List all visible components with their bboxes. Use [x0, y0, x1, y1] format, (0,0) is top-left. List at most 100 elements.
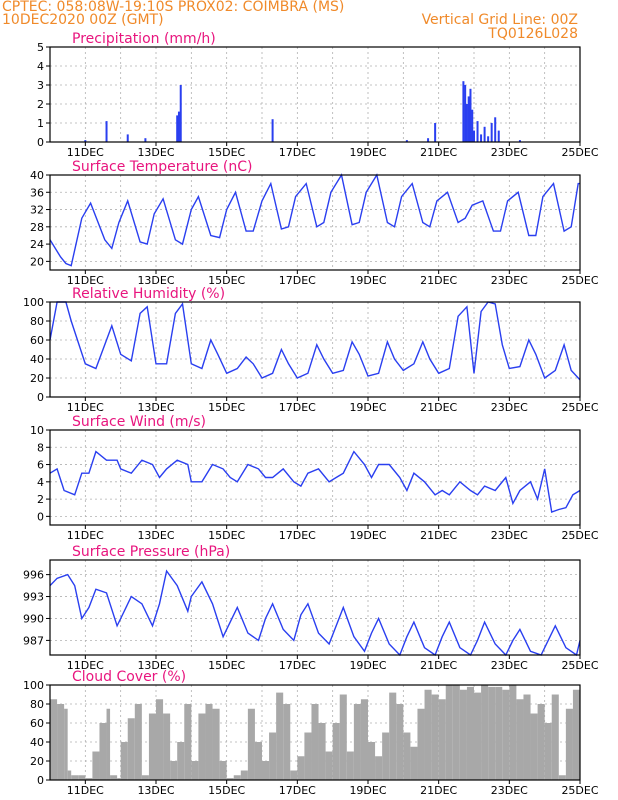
- y-tick-label: 987: [23, 634, 44, 647]
- precip-bar: [469, 88, 472, 142]
- cloud-bar: [262, 761, 270, 780]
- panel-frame: [49, 559, 581, 656]
- cloud-bar: [431, 694, 439, 780]
- cloud-bar: [339, 694, 347, 780]
- y-tick-label: 80: [30, 698, 44, 711]
- y-tick-label: 8: [37, 441, 44, 454]
- cloud-bar: [466, 686, 474, 780]
- precip-bar: [518, 140, 521, 142]
- y-tick-label: 2: [37, 98, 44, 111]
- cloud-bar: [184, 704, 192, 780]
- cloud-bar: [290, 770, 298, 780]
- x-tick-label: 21DEC: [420, 401, 457, 414]
- precip-bar: [490, 123, 493, 142]
- cloud-bar: [64, 708, 68, 780]
- cloud-bar: [141, 775, 149, 780]
- cloud-bar: [325, 751, 333, 780]
- cloud-bar: [572, 689, 580, 780]
- precip-bar: [480, 134, 483, 142]
- precip-bar: [176, 115, 179, 142]
- x-tick-label: 21DEC: [420, 659, 457, 672]
- x-tick-label: 13DEC: [137, 146, 174, 159]
- y-tick-label: 36: [30, 186, 44, 199]
- x-tick-label: 13DEC: [137, 401, 174, 414]
- cloud-bar: [163, 713, 171, 780]
- series-line: [49, 450, 581, 513]
- x-tick-label: 11DEC: [67, 659, 104, 672]
- x-tick-label: 23DEC: [491, 146, 528, 159]
- cloud-bar: [78, 775, 86, 780]
- precip-bar: [177, 111, 180, 142]
- y-tick-label: 60: [30, 717, 44, 730]
- x-tick-label: 23DEC: [491, 401, 528, 414]
- cloud-bar: [495, 686, 503, 780]
- y-tick-label: 80: [30, 315, 44, 328]
- cloud-bar: [346, 751, 354, 780]
- y-tick-label: 40: [30, 169, 44, 182]
- y-tick-label: 6: [37, 459, 44, 472]
- y-tick-label: 0: [37, 391, 44, 404]
- precip-bar: [473, 130, 475, 142]
- cloud-bar: [247, 708, 255, 780]
- y-tick-label: 10: [30, 424, 44, 437]
- cloud-bar: [417, 708, 425, 780]
- header-station: CPTEC: 058:08W-19:10S PROX02: COIMBRA (M…: [2, 0, 345, 15]
- cloud-bar: [509, 685, 517, 780]
- cloud-bar: [537, 704, 545, 780]
- y-tick-label: 4: [37, 60, 44, 73]
- precip-bar: [126, 134, 129, 142]
- series-line: [49, 173, 580, 267]
- cloud-bar: [452, 685, 460, 780]
- precip-bar: [494, 117, 497, 142]
- cloud-bar: [85, 778, 93, 780]
- cloud-bar: [481, 685, 489, 780]
- y-tick-label: 993: [23, 591, 44, 604]
- x-tick-label: 15DEC: [208, 401, 245, 414]
- precip-bar: [144, 138, 147, 142]
- precip-bar: [483, 126, 486, 142]
- precip-bar: [465, 104, 468, 142]
- x-tick-label: 15DEC: [208, 659, 245, 672]
- cloud-bar: [410, 746, 418, 780]
- panel-frame: [49, 301, 581, 398]
- panel-title: Relative Humidity (%): [72, 286, 225, 302]
- cloud-bar: [311, 704, 319, 780]
- x-tick-label: 19DEC: [349, 146, 386, 159]
- header-run-date: 10DEC2020 00Z (GMT): [2, 12, 164, 28]
- series-line: [49, 569, 581, 657]
- cloud-bar: [488, 686, 496, 780]
- precip-bar: [464, 85, 467, 142]
- x-tick-label: 11DEC: [67, 401, 104, 414]
- x-tick-label: 23DEC: [491, 529, 528, 542]
- panel-frame: [49, 174, 581, 271]
- precip-bar: [497, 130, 500, 142]
- cloud-bar: [424, 689, 432, 780]
- x-tick-label: 25DEC: [561, 274, 598, 287]
- cloud-bar: [254, 742, 262, 780]
- y-tick-label: 20: [30, 255, 44, 268]
- y-tick-label: 2: [37, 493, 44, 506]
- x-tick-label: 19DEC: [349, 529, 386, 542]
- x-tick-label: 15DEC: [208, 274, 245, 287]
- x-tick-label: 21DEC: [420, 529, 457, 542]
- cloud-bar: [318, 723, 326, 780]
- cloud-bar: [50, 699, 58, 780]
- precip-bar: [84, 140, 87, 142]
- x-tick-label: 11DEC: [67, 274, 104, 287]
- x-tick-label: 19DEC: [349, 659, 386, 672]
- x-tick-label: 13DEC: [137, 659, 174, 672]
- header-grid-note: Vertical Grid Line: 00Z: [421, 12, 578, 28]
- cloud-bar: [551, 694, 559, 780]
- cloud-bar: [523, 694, 531, 780]
- cloud-bar: [558, 775, 566, 780]
- cloud-bar: [565, 708, 573, 780]
- series-line: [49, 301, 581, 381]
- x-tick-label: 25DEC: [561, 529, 598, 542]
- panel-2: 0 20 40 60 80 100 11DEC 13DEC 15DEC 17DEC 19DEC 21D…: [23, 286, 599, 414]
- precip-bar: [471, 109, 474, 142]
- cloud-bar: [233, 775, 241, 780]
- cloud-bar: [297, 756, 305, 780]
- cloud-bar: [368, 742, 376, 780]
- cloud-bar: [134, 704, 142, 780]
- cloud-bar: [99, 723, 107, 780]
